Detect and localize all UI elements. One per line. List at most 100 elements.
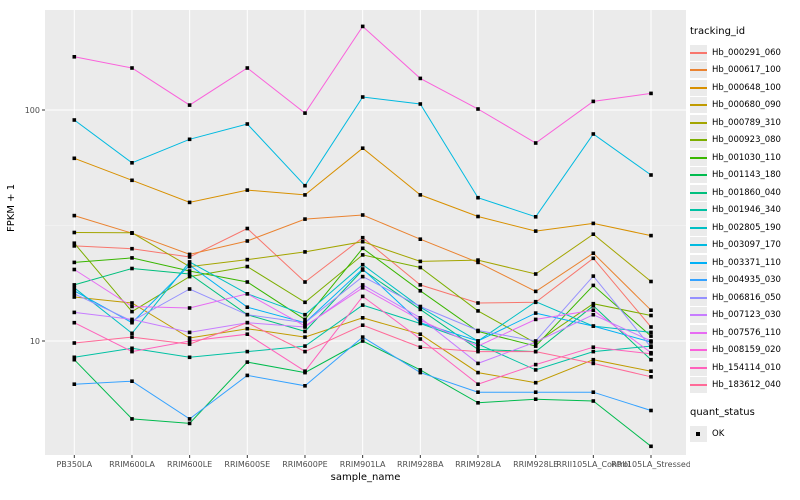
legend-item: Hb_003371_110 [690, 254, 800, 272]
legend-item-label: Hb_000617_100 [712, 65, 781, 76]
data-point [72, 283, 77, 287]
data-point [130, 161, 134, 165]
data-point [649, 357, 653, 362]
legend-item-label: Hb_001860_040 [712, 187, 781, 198]
data-point [187, 103, 192, 107]
data-point [187, 342, 192, 346]
data-point [476, 347, 480, 352]
legend-item-label: Hb_154114_010 [712, 362, 781, 373]
data-point [360, 286, 365, 290]
data-point [245, 305, 250, 309]
data-point [303, 344, 307, 348]
data-point [130, 335, 134, 339]
data-point [649, 334, 653, 338]
data-point [591, 312, 596, 317]
data-point [187, 421, 192, 426]
legend-item-label: Hb_006816_050 [712, 292, 781, 303]
data-point [591, 132, 596, 136]
data-point [591, 221, 596, 226]
data-point [360, 294, 365, 299]
data-point [72, 286, 77, 290]
data-point [245, 188, 250, 192]
data-point [476, 339, 480, 343]
data-point [303, 250, 307, 254]
data-point [130, 346, 134, 351]
data-point [591, 274, 596, 278]
data-point [303, 111, 307, 115]
x-tick-label: PB350LA [56, 460, 92, 469]
data-point [476, 361, 480, 366]
data-point [130, 349, 134, 354]
legend-item-label: Hb_002805_190 [712, 222, 781, 233]
data-point [418, 259, 423, 264]
data-point [72, 244, 77, 248]
data-point [245, 292, 250, 296]
legend-item: Hb_001143_180 [690, 167, 800, 185]
line-chart-panel: 10 100 PB350LA RRIM600LA RRIM600LE RRIM600SE R… [25, 10, 690, 469]
legend-line-key [690, 272, 707, 289]
data-point [245, 239, 250, 243]
data-point [130, 309, 134, 314]
data-point [245, 122, 250, 126]
data-point [591, 308, 596, 312]
data-point [360, 323, 365, 327]
legend-item: Hb_007123_030 [690, 307, 800, 325]
legend-item-label: Hb_007123_030 [712, 310, 781, 321]
data-point [303, 217, 307, 221]
data-point [303, 312, 307, 317]
legend-item: Hb_007576_110 [690, 324, 800, 342]
legend-line-key [690, 237, 707, 254]
legend-item-label: Hb_008159_020 [712, 345, 781, 356]
data-point [649, 313, 653, 318]
legend: tracking_id Hb_000291_060 Hb_000617_100 Hb… [690, 26, 800, 443]
data-point [72, 241, 77, 245]
legend-item-label: Hb_000789_310 [712, 117, 781, 128]
data-point [418, 337, 423, 341]
data-point [533, 289, 538, 294]
data-point [533, 349, 538, 354]
data-point [303, 280, 307, 284]
legend-line-key [690, 167, 707, 184]
data-point [130, 66, 134, 70]
legend-item-label: Hb_004935_030 [712, 275, 781, 286]
data-point [533, 340, 538, 344]
x-tick-label: RRII105LA_Control [556, 460, 630, 469]
legend-item-quant-ok: OK [690, 425, 800, 443]
data-point [303, 335, 307, 339]
data-point [649, 369, 653, 373]
data-point [533, 229, 538, 233]
legend-line-key [690, 307, 707, 324]
data-point [360, 95, 365, 99]
legend-item: Hb_001860_040 [690, 184, 800, 202]
data-point [360, 253, 365, 257]
data-point [187, 255, 192, 259]
data-point [303, 324, 307, 328]
data-point [591, 357, 596, 362]
legend-item: Hb_001946_340 [690, 202, 800, 220]
y-axis-title: FPKM + 1 [6, 183, 17, 232]
legend-item: Hb_000617_100 [690, 62, 800, 80]
legend-line-key [690, 44, 707, 61]
data-point [72, 292, 77, 296]
legend-item-label: Hb_007576_110 [712, 327, 781, 338]
data-point [591, 283, 596, 288]
legend-item-label: Hb_000648_100 [712, 82, 781, 93]
data-point [187, 274, 192, 279]
x-axis-title: sample_name [330, 472, 401, 483]
data-point [533, 141, 538, 145]
data-point [418, 320, 423, 325]
data-point [533, 380, 538, 385]
data-point [418, 345, 423, 349]
legend-item: Hb_004935_030 [690, 272, 800, 290]
legend-line-key [690, 114, 707, 131]
x-tick-label: RRIM901LA [340, 460, 386, 469]
data-point [476, 401, 480, 405]
data-point [72, 357, 77, 362]
legend-item: Hb_002805_190 [690, 219, 800, 237]
data-point [245, 226, 250, 231]
data-point [649, 325, 653, 329]
legend-line-key [690, 219, 707, 236]
legend-item-label: Hb_001946_340 [712, 205, 781, 216]
data-point [418, 332, 423, 336]
legend-item: Hb_008159_020 [690, 342, 800, 360]
